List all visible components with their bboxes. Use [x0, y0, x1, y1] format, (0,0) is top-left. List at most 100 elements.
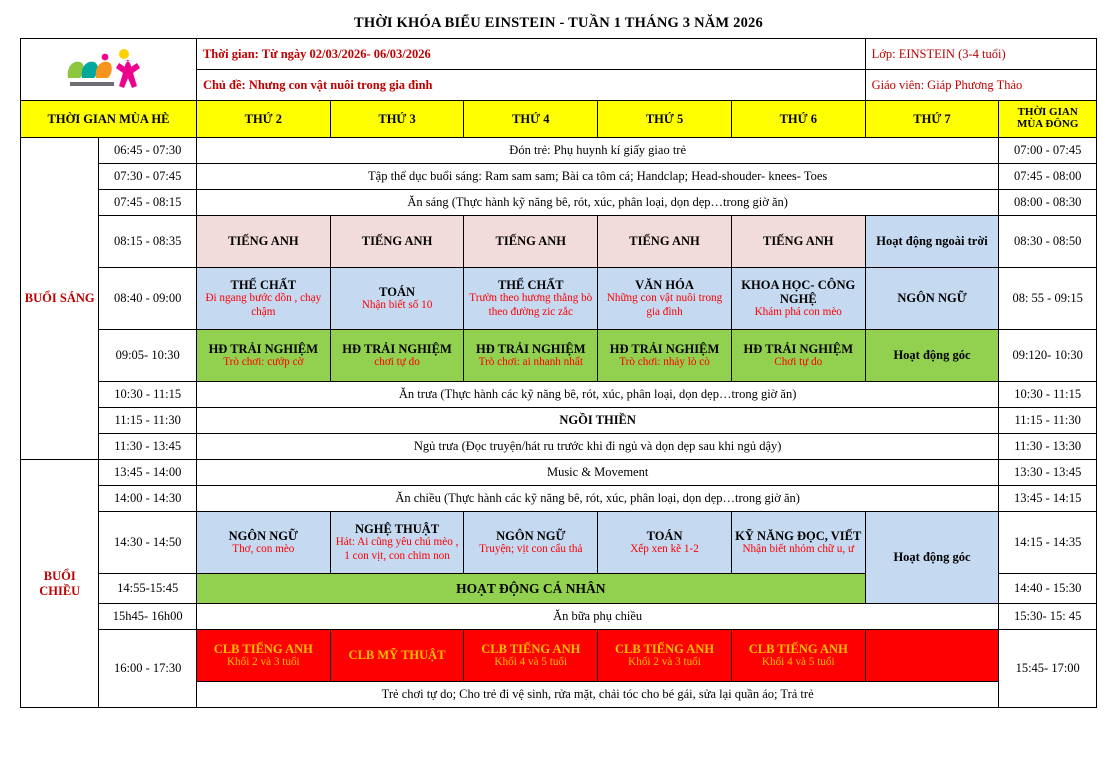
winter-time-r9: 11:30 - 13:30: [998, 433, 1097, 460]
summer-time-r9: 11:30 - 13:45: [98, 433, 197, 460]
subject-r5-wed: THỂ CHẤT: [497, 278, 564, 293]
summer-time-r4: 08:15 - 08:35: [98, 215, 197, 268]
cell-r6-fri: HĐ TRẢI NGHIỆM Chơi tự do: [730, 329, 866, 382]
row-r7: 10:30 - 11:15 Ăn trưa (Thực hành các kỹ …: [21, 381, 1097, 408]
subject-r12-thu: TOÁN: [646, 528, 683, 543]
subject-r4-fri: TIẾNG ANH: [763, 234, 834, 249]
detail-r15-fri: Khối 4 và 5 tuổi: [761, 656, 835, 669]
cell-r12-fri: KỸ NĂNG ĐỌC, VIẾT Nhận biết nhóm chữ u, …: [730, 511, 866, 574]
subject-r15-wed: CLB TIẾNG ANH: [481, 641, 581, 656]
day-header-sat: THỨ 7: [864, 100, 1000, 138]
row-r16: Trẻ chơi tự do; Cho trẻ đi vệ sinh, rửa …: [21, 681, 1097, 708]
detail-r5-thu: Những con vật nuôi trong gia đình: [606, 292, 723, 318]
cell-r5-fri: KHOA HỌC- CÔNG NGHỆ Khám phá con mèo: [730, 267, 866, 330]
activity-r14: Ăn bữa phụ chiều: [195, 603, 1000, 630]
aix-logo: [60, 48, 156, 92]
cell-r12-thu: TOÁN Xếp xen kẽ 1-2: [597, 511, 732, 574]
cell-r5-mon: THỂ CHẤT Đi ngang bước dồn , chạy chậm: [195, 267, 331, 330]
cell-r15-thu: CLB TIẾNG ANH Khối 2 và 3 tuổi: [597, 629, 732, 682]
subject-r12-mon: NGÔN NGỮ: [228, 528, 298, 543]
day-header-wed: THỨ 4: [463, 100, 599, 138]
detail-r6-fri: Chơi tự do: [774, 356, 823, 369]
winter-time-r11: 13:45 - 14:15: [998, 485, 1097, 512]
winter-time-r4: 08:30 - 08:50: [998, 215, 1097, 268]
summer-time-r14: 15h45- 16h00: [98, 603, 197, 630]
detail-r12-wed: Truyện; vịt con cẩu thả: [479, 543, 583, 556]
winter-time-header-line2: MÙA ĐÔNG: [1016, 118, 1079, 130]
row-r2: 07:30 - 07:45 Tập thể dục buổi sáng: Ram…: [21, 163, 1097, 190]
row-r10: BUỔI CHIỀU 13:45 - 14:00 Music & Movemen…: [19, 459, 1097, 708]
summer-time-header: THỜI GIAN MÙA HÈ: [20, 100, 197, 138]
cell-r6-wed: HĐ TRẢI NGHIỆM Trò chơi: ai nhanh nhất: [463, 329, 599, 382]
activity-r8: NGỒI THIỀN: [195, 407, 1000, 434]
detail-r6-thu: Trò chơi: nhảy lò cò: [619, 356, 710, 369]
subject-r12-tue: NGHỆ THUẬT: [354, 522, 440, 537]
winter-time-r13: 14:40 - 15:30: [998, 573, 1097, 604]
cell-r6-thu: HĐ TRẢI NGHIỆM Trò chơi: nhảy lò cò: [597, 329, 732, 382]
row-r1: BUỔI SÁNG 06:45 - 07:30 Đón trẻ: Phụ huy…: [19, 137, 1097, 460]
subject-r12-fri: KỸ NĂNG ĐỌC, VIẾT: [735, 528, 862, 543]
cell-r4-mon: TIẾNG ANH: [195, 215, 331, 268]
subject-r15-fri: CLB TIẾNG ANH: [748, 641, 848, 656]
row-r4: 08:15 - 08:35 TIẾNG ANH TIẾNG ANH TIẾNG …: [21, 215, 1097, 268]
subject-r6-tue: HĐ TRẢI NGHIỆM: [342, 341, 452, 356]
summer-time-r6: 09:05- 10:30: [98, 329, 197, 382]
winter-time-r5: 08: 55 - 09:15: [998, 267, 1097, 330]
cell-r15-fri: CLB TIẾNG ANH Khối 4 và 5 tuổi: [730, 629, 866, 682]
cell-r12-mon: NGÔN NGỮ Thơ, con mèo: [195, 511, 331, 574]
cell-r5-tue: TOÁN Nhận biết số 10: [329, 267, 465, 330]
detail-r6-wed: Trò chơi: ai nhanh nhất: [478, 356, 583, 369]
winter-time-r1: 07:00 - 07:45: [998, 137, 1097, 164]
summer-time-r2: 07:30 - 07:45: [98, 163, 197, 190]
winter-time-r2: 07:45 - 08:00: [998, 163, 1097, 190]
cell-r4-sat: Hoạt động ngoài trời: [864, 215, 1000, 268]
summer-time-r15: 16:00 - 17:30: [98, 629, 197, 708]
cell-r6-sat: Hoạt động góc: [864, 329, 1000, 382]
activity-r10: Music & Movement: [195, 459, 1000, 486]
week-range-label: Thời gian: Từ ngày 02/03/2026- 06/03/202…: [195, 38, 866, 70]
cell-r5-thu: VĂN HÓA Những con vật nuôi trong gia đìn…: [597, 267, 732, 330]
meta-row-2: Chủ đề: Nhưng con vật nuôi trong gia đìn…: [21, 69, 1098, 101]
row-r11: 14:00 - 14:30 Ăn chiều (Thực hành các kỹ…: [21, 485, 1097, 512]
activity-r16: Trẻ chơi tự do; Cho trẻ đi vệ sinh, rửa …: [195, 681, 1000, 708]
subject-r5-tue: TOÁN: [379, 284, 415, 299]
day-header-thu: THỨ 5: [597, 100, 732, 138]
row-r8: 11:15 - 11:30 NGỒI THIỀN 11:15 - 11:30: [21, 407, 1097, 434]
logo-cell: [20, 38, 197, 101]
summer-time-r12: 14:30 - 14:50: [98, 511, 197, 574]
subject-r15-tue: CLB MỸ THUẬT: [348, 648, 446, 663]
cell-r12-sat-merged: Hoạt động góc: [864, 511, 1000, 604]
winter-time-header: THỜI GIAN MÙA ĐÔNG: [998, 100, 1097, 138]
detail-r12-fri: Nhận biết nhóm chữ u, ư: [742, 543, 855, 556]
summer-time-r1: 06:45 - 07:30: [98, 137, 197, 164]
cell-r6-tue: HĐ TRẢI NGHIỆM chơi tự do: [329, 329, 465, 382]
subject-r15-thu: CLB TIẾNG ANH: [614, 641, 715, 656]
activity-r1: Đón trẻ: Phụ huynh kí giấy giao trẻ: [195, 137, 1000, 164]
winter-time-r12: 14:15 - 14:35: [998, 511, 1097, 574]
cell-r15-tue: CLB MỸ THUẬT: [329, 629, 465, 682]
subject-r4-sat: Hoạt động ngoài trời: [876, 234, 988, 249]
subject-r5-mon: THỂ CHẤT: [230, 278, 297, 293]
summer-time-r3: 07:45 - 08:15: [98, 189, 197, 216]
winter-time-r3: 08:00 - 08:30: [998, 189, 1097, 216]
row-r9: 11:30 - 13:45 Ngủ trưa (Đọc truyện/hát r…: [21, 433, 1097, 460]
winter-time-r14: 15:30- 15: 45: [998, 603, 1097, 630]
winter-time-r8: 11:15 - 11:30: [998, 407, 1097, 434]
summer-time-r8: 11:15 - 11:30: [98, 407, 197, 434]
cell-r4-wed: TIẾNG ANH: [463, 215, 599, 268]
meta-row-1: Thời gian: Từ ngày 02/03/2026- 06/03/202…: [20, 38, 1098, 101]
subject-r6-fri: HĐ TRẢI NGHIỆM: [743, 341, 854, 356]
day-header-row: THỜI GIAN MÙA HÈ THỨ 2 THỨ 3 THỨ 4 THỨ 5…: [20, 100, 1097, 138]
subject-r6-mon: HĐ TRẢI NGHIỆM: [208, 341, 319, 356]
subject-r4-wed: TIẾNG ANH: [495, 234, 567, 249]
session-label-morning: BUỔI SÁNG: [19, 137, 100, 460]
cell-r12-wed: NGÔN NGỮ Truyện; vịt con cẩu thả: [463, 511, 599, 574]
detail-r12-tue: Hát: Ai cũng yêu chú mèo , 1 con vịt, co…: [335, 536, 459, 562]
winter-time-r7: 10:30 - 11:15: [998, 381, 1097, 408]
detail-r6-tue: chơi tự do: [374, 356, 420, 369]
title-row: THỜI KHÓA BIỂU EINSTEIN - TUẦN 1 THÁNG 3…: [20, 8, 1097, 39]
subject-r6-thu: HĐ TRẢI NGHIỆM: [609, 341, 720, 356]
detail-r5-mon: Đi ngang bước dồn , chạy chậm: [205, 292, 322, 318]
detail-r6-mon: Trò chơi: cướp cờ: [223, 356, 304, 369]
